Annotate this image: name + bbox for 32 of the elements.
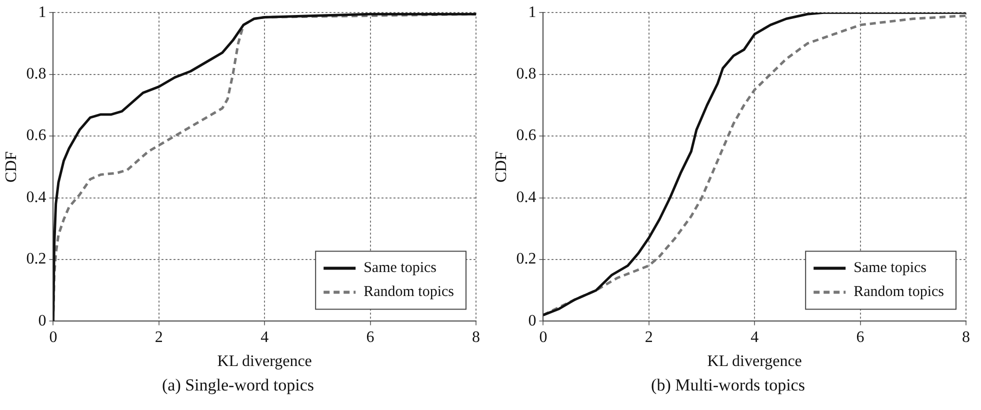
legend-label: Same topics [854, 260, 927, 276]
legend-label: Same topics [364, 260, 437, 276]
y-tick-label: 0.6 [516, 127, 536, 144]
x-tick-label: 2 [644, 329, 653, 346]
y-tick-label: 0.4 [26, 188, 46, 206]
x-tick-label: 6 [366, 329, 374, 346]
y-tick-label: 1 [38, 4, 46, 21]
y-axis-title: CDF [2, 151, 20, 182]
y-tick-label: 0.6 [26, 127, 46, 144]
x-tick-label: 4 [750, 329, 759, 346]
y-tick-label: 0.8 [26, 66, 46, 83]
x-tick-label: 2 [154, 329, 163, 346]
x-axis-title: KL divergence [707, 353, 802, 370]
y-tick-label: 0 [38, 312, 46, 330]
y-tick-label: 1 [528, 4, 536, 21]
text: (b) Multi-words topics [651, 375, 805, 394]
x-tick-label: 0 [539, 329, 548, 346]
text: (a) Single-word topics [162, 375, 314, 394]
x-tick-label: 8 [962, 329, 970, 346]
y-tick-label: 0.4 [516, 188, 536, 206]
x-axis-title: KL divergence [217, 353, 312, 370]
x-tick-label: 8 [472, 329, 480, 346]
y-tick-label: 0.2 [26, 250, 46, 268]
x-tick-label: 4 [260, 329, 269, 346]
legend-label: Random topics [854, 284, 944, 300]
x-tick-label: 6 [856, 329, 864, 346]
y-axis-title: CDF [492, 151, 510, 182]
y-tick-label: 0.8 [516, 66, 536, 83]
y-tick-label: 0 [528, 312, 536, 330]
x-tick-label: 0 [49, 329, 58, 346]
y-tick-label: 0.2 [516, 250, 536, 268]
legend-label: Random topics [364, 284, 454, 300]
